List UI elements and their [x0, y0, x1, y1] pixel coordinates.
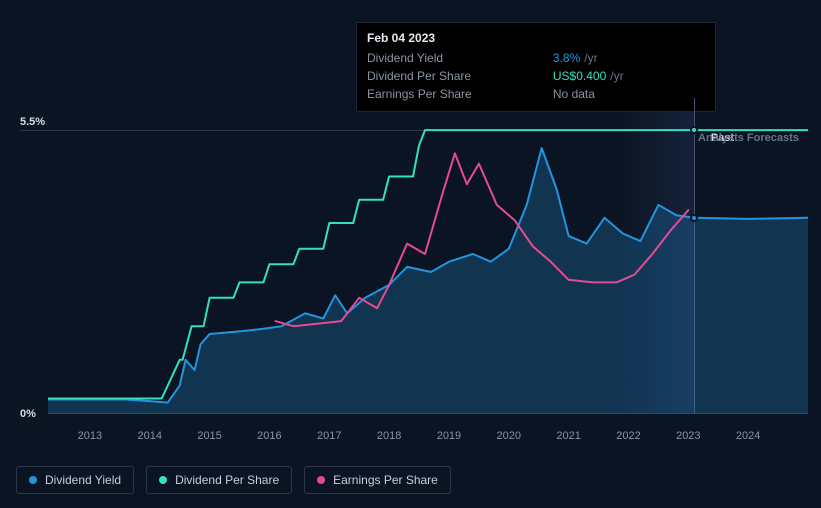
x-tick-label: 2018 [377, 430, 401, 442]
tooltip-value: 3.8%/yr [553, 49, 705, 67]
legend-item[interactable]: Earnings Per Share [304, 466, 451, 494]
x-tick-label: 2023 [676, 430, 700, 442]
tooltip-key: Earnings Per Share [367, 85, 553, 103]
x-tick-label: 2019 [437, 430, 461, 442]
chart-svg [48, 112, 808, 414]
x-tick-label: 2014 [137, 430, 161, 442]
legend-swatch [317, 476, 325, 484]
legend-label: Dividend Yield [45, 473, 121, 487]
legend-label: Earnings Per Share [333, 473, 438, 487]
x-tick-label: 2020 [497, 430, 521, 442]
legend-swatch [29, 476, 37, 484]
area-dividend_yield [48, 148, 808, 414]
legend-label: Dividend Per Share [175, 473, 279, 487]
chart-tooltip: Feb 04 2023 Dividend Yield3.8%/yrDividen… [356, 22, 716, 112]
chart-legend: Dividend Yield Dividend Per Share Earnings… [16, 466, 451, 494]
x-tick-label: 2017 [317, 430, 341, 442]
tooltip-key: Dividend Yield [367, 49, 553, 67]
plot-area[interactable]: 0% 5.5% Past [48, 112, 808, 414]
marker-dividend_yield [690, 214, 698, 222]
legend-swatch [159, 476, 167, 484]
region-label-forecast: Analysts Forecasts [698, 132, 799, 144]
tooltip-row: Dividend Per ShareUS$0.400/yr [367, 67, 705, 85]
x-tick-label: 2021 [556, 430, 580, 442]
legend-item[interactable]: Dividend Yield [16, 466, 134, 494]
dividend-chart: Feb 04 2023 Dividend Yield3.8%/yrDividen… [0, 0, 821, 508]
tooltip-value: US$0.400/yr [553, 67, 705, 85]
x-tick-label: 2022 [616, 430, 640, 442]
y-tick-label-top: 5.5% [20, 116, 45, 128]
x-axis-labels: 2013 2014 2015 2016 2017 2018 2019 2020 2021 2022… [48, 430, 808, 450]
y-tick-label-0: 0% [20, 408, 36, 420]
tooltip-row: Dividend Yield3.8%/yr [367, 49, 705, 67]
x-tick-label: 2015 [197, 430, 221, 442]
x-tick-label: 2024 [736, 430, 760, 442]
x-tick-label: 2016 [257, 430, 281, 442]
tooltip-table: Dividend Yield3.8%/yrDividend Per ShareU… [367, 49, 705, 103]
tooltip-row: Earnings Per ShareNo data [367, 85, 705, 103]
tooltip-date: Feb 04 2023 [367, 31, 705, 45]
legend-item[interactable]: Dividend Per Share [146, 466, 292, 494]
x-tick-label: 2013 [78, 430, 102, 442]
tooltip-key: Dividend Per Share [367, 67, 553, 85]
tooltip-value: No data [553, 85, 705, 103]
